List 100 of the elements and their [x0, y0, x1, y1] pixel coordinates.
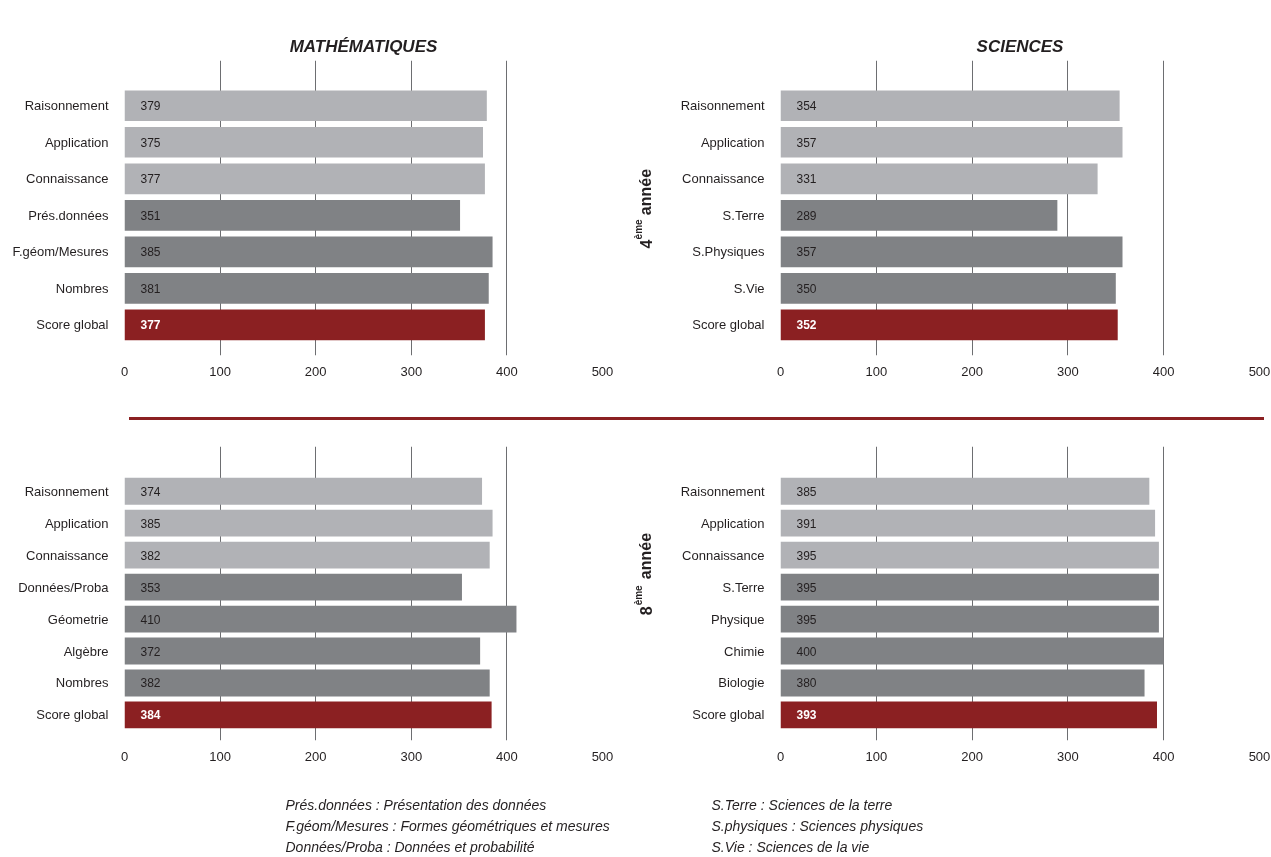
y-tick-label: Biologie [718, 675, 765, 691]
text: F.géom/Mesures : Formes géométriques et mesures [285, 817, 610, 834]
bar [780, 126, 1123, 158]
y-tick-label: Géometrie [47, 611, 109, 627]
x-tick-label: 100 [209, 748, 231, 764]
data-label: 391 [796, 516, 817, 531]
data-label: 380 [796, 676, 817, 691]
bar [780, 90, 1120, 122]
data-label: 357 [796, 245, 817, 260]
text: S.physiques : Sciences physiques [711, 817, 924, 834]
y-tick-label: Nombres [55, 280, 109, 296]
data-label: 384 [140, 708, 161, 723]
data-label: 377 [140, 172, 161, 187]
y-tick-label: Physique [711, 611, 765, 627]
y-tick-label: Application [44, 515, 109, 531]
bar [124, 637, 481, 665]
text: S.Terre : Sciences de la terre [711, 796, 893, 813]
chart-title: MATHÉMATIQUES [289, 36, 438, 56]
y-tick-label: Raisonnement [680, 483, 765, 499]
y-tick-label: Connaissance [682, 171, 765, 187]
data-label: 372 [140, 644, 161, 659]
data-label: 385 [796, 484, 817, 499]
y-tick-label: Score global [36, 707, 109, 723]
text: Prés.données : Présentation des données [285, 796, 547, 813]
data-label: 350 [796, 281, 817, 296]
x-tick-label: 300 [1057, 363, 1079, 379]
data-label: 375 [140, 135, 161, 150]
x-tick-label: 200 [961, 363, 983, 379]
y-tick-label: Raisonnement [680, 98, 765, 114]
y-tick-label: Chimie [724, 643, 765, 659]
data-label: 395 [796, 580, 817, 595]
y-tick-label: Nombres [55, 675, 109, 691]
y-tick-label: S.Terre [722, 207, 765, 223]
x-tick-label: 400 [1152, 363, 1175, 379]
x-tick-label: 300 [1057, 748, 1079, 764]
text: Données/Proba : Données et probabilité [285, 838, 535, 855]
y-axis-title: 4ème année [633, 168, 655, 249]
bar [780, 309, 1118, 341]
y-tick-label: Application [700, 134, 765, 150]
data-label: 357 [796, 135, 817, 150]
data-label: 377 [140, 318, 161, 333]
data-label: 385 [140, 245, 161, 260]
x-tick-label: 200 [304, 363, 327, 379]
y-tick-label: Score global [36, 317, 109, 333]
x-tick-label: 0 [120, 748, 129, 764]
y-tick-label: Connaissance [26, 171, 109, 187]
y-tick-label: Données/Proba [18, 579, 110, 595]
data-label: 354 [796, 99, 817, 114]
bar [124, 573, 462, 601]
x-tick-label: 0 [776, 748, 785, 764]
y-tick-label: Connaissance [26, 547, 109, 563]
text: S.Vie : Sciences de la vie [711, 838, 870, 855]
x-tick-label: 500 [1248, 748, 1271, 764]
x-tick-label: 400 [1152, 748, 1175, 764]
data-label: 374 [140, 484, 161, 499]
y-tick-label: S.Terre [722, 579, 765, 595]
bar [780, 272, 1116, 304]
data-label: 379 [140, 99, 161, 114]
data-label: 352 [796, 318, 817, 333]
x-tick-label: 200 [961, 748, 983, 764]
data-label: 382 [140, 548, 161, 563]
data-label: 400 [796, 644, 817, 659]
y-tick-label: Raisonnement [24, 98, 109, 114]
data-label: 382 [140, 676, 161, 691]
x-tick-label: 500 [591, 363, 614, 379]
x-tick-label: 100 [209, 363, 231, 379]
data-label: 395 [796, 548, 817, 563]
y-tick-label: Application [44, 134, 109, 150]
data-label: 393 [796, 708, 817, 723]
data-label: 395 [796, 612, 817, 627]
y-tick-label: Prés.données [28, 207, 109, 223]
bar [124, 701, 492, 729]
bar [780, 163, 1098, 195]
x-tick-label: 500 [591, 748, 614, 764]
y-tick-label: S.Physiques [692, 244, 765, 260]
bar [780, 236, 1123, 268]
x-tick-label: 300 [400, 748, 423, 764]
data-label: 351 [140, 208, 161, 223]
x-tick-label: 400 [496, 363, 518, 379]
x-tick-label: 0 [776, 363, 785, 379]
y-tick-label: Score global [692, 707, 765, 723]
y-axis-title: 8ème année [633, 532, 655, 616]
chart-title: SCIENCES [976, 36, 1065, 56]
x-tick-label: 500 [1248, 363, 1271, 379]
data-label: 331 [796, 172, 817, 187]
bar [124, 541, 490, 569]
bar [124, 605, 517, 633]
bar [124, 669, 490, 697]
y-tick-label: Connaissance [682, 547, 765, 563]
data-label: 410 [140, 612, 161, 627]
data-label: 381 [140, 281, 161, 296]
x-tick-label: 400 [496, 748, 518, 764]
x-tick-label: 100 [865, 748, 888, 764]
data-label: 289 [796, 208, 817, 223]
data-label: 385 [140, 516, 161, 531]
y-tick-label: Algèbre [63, 643, 109, 659]
x-tick-label: 100 [865, 363, 888, 379]
x-tick-label: 0 [120, 363, 129, 379]
y-tick-label: Raisonnement [24, 483, 109, 499]
y-tick-label: F.géom/Mesures [12, 244, 109, 260]
